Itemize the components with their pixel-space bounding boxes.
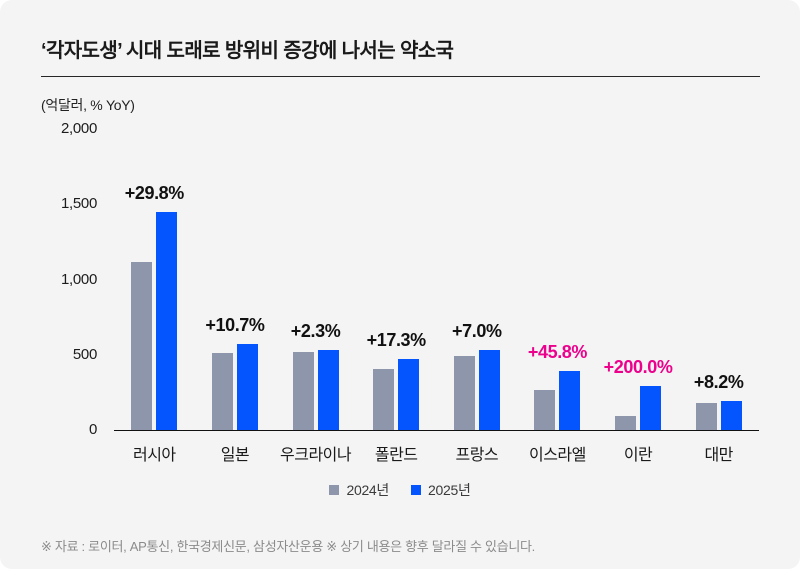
bar-2025 bbox=[478, 350, 500, 431]
category-label: 이란 bbox=[623, 447, 653, 464]
bar-2025 bbox=[156, 212, 178, 431]
bar-pair bbox=[114, 212, 195, 431]
bar-pair bbox=[437, 350, 518, 431]
growth-label: +10.7% bbox=[205, 315, 265, 336]
y-tick-label: 2,000 bbox=[60, 120, 97, 137]
bar-pair bbox=[275, 350, 356, 431]
y-tick-label: 1,500 bbox=[60, 195, 97, 213]
x-axis-line bbox=[114, 430, 759, 431]
bar-2024 bbox=[131, 262, 153, 431]
bar-2025 bbox=[317, 350, 339, 431]
growth-label: +17.3% bbox=[366, 329, 427, 350]
y-tick-label: 0 bbox=[88, 421, 97, 438]
bar-pair bbox=[195, 344, 276, 431]
bar-group: +45.8% 이스라엘 bbox=[517, 130, 598, 464]
legend-label-2025: 2025년 bbox=[428, 482, 471, 498]
y-tick-label: 1,000 bbox=[60, 270, 97, 288]
source-note: ※ 자료 : 로이터, AP통신, 한국경제신문, 삼성자산운용 ※ 상기 내용… bbox=[41, 539, 535, 554]
category-label: 일본 bbox=[220, 447, 250, 464]
legend-swatch-2025-icon bbox=[411, 485, 421, 495]
bar-group: +7.0% 프랑스 bbox=[437, 130, 518, 464]
bar-group: +2.3% 우크라이나 bbox=[275, 130, 356, 464]
category-label: 폴란드 bbox=[374, 447, 418, 464]
growth-label: +2.3% bbox=[290, 321, 341, 342]
legend-label-2024: 2024년 bbox=[346, 482, 389, 498]
bar-2024 bbox=[292, 352, 314, 431]
chart-legend: 2024년 2025년 bbox=[0, 480, 800, 500]
legend-swatch-2024-icon bbox=[329, 485, 340, 495]
category-label: 대만 bbox=[704, 447, 733, 464]
category-label: 프랑스 bbox=[455, 447, 499, 464]
title-divider bbox=[41, 76, 760, 77]
growth-label: +29.8% bbox=[124, 183, 185, 204]
bar-group: +10.7% 일본 bbox=[195, 130, 276, 464]
legend-item-2025: 2025년 bbox=[411, 480, 471, 500]
bar-2024 bbox=[453, 355, 475, 431]
bar-2024 bbox=[695, 403, 717, 431]
category-label: 우크라이나 bbox=[280, 447, 352, 464]
bar-group: +200.0% 이란 bbox=[598, 130, 679, 464]
chart-title: ‘각자도생’ 시대 도래로 방위비 증강에 나서는 약소국 bbox=[41, 40, 454, 62]
bar-group: +8.2% 대만 bbox=[678, 130, 759, 464]
bar-2024 bbox=[534, 389, 556, 431]
bar-2024 bbox=[615, 415, 637, 431]
category-label: 이스라엘 bbox=[528, 447, 586, 464]
bar-group: +17.3% 폴란드 bbox=[356, 130, 437, 464]
bar-pair bbox=[598, 385, 679, 431]
bar-2025 bbox=[398, 358, 420, 431]
legend-item-2024: 2024년 bbox=[329, 480, 389, 500]
bar-2025 bbox=[640, 385, 662, 431]
category-label: 러시아 bbox=[132, 447, 176, 464]
growth-label: +8.2% bbox=[693, 371, 744, 392]
growth-label: +7.0% bbox=[452, 321, 502, 342]
y-tick-label: 500 bbox=[72, 345, 97, 363]
bar-2024 bbox=[211, 352, 233, 431]
bar-pair bbox=[517, 370, 598, 431]
bar-2025 bbox=[559, 370, 581, 431]
growth-label: +45.8% bbox=[527, 341, 588, 362]
bar-pair bbox=[356, 358, 437, 431]
bar-group: +29.8% 러시아 bbox=[114, 130, 195, 464]
bar-2024 bbox=[373, 369, 395, 431]
growth-label: +200.0% bbox=[603, 356, 673, 377]
axis-unit-label: (억달러, % YoY) bbox=[41, 97, 135, 113]
bar-pair bbox=[678, 400, 759, 431]
bar-2025 bbox=[720, 400, 742, 431]
bar-2025 bbox=[236, 344, 258, 431]
plot-area: +29.8% 러시아 +10.7% 일본 +2.3% 우크라이나 +17.3% 폴란드 +7.0… bbox=[114, 130, 759, 464]
